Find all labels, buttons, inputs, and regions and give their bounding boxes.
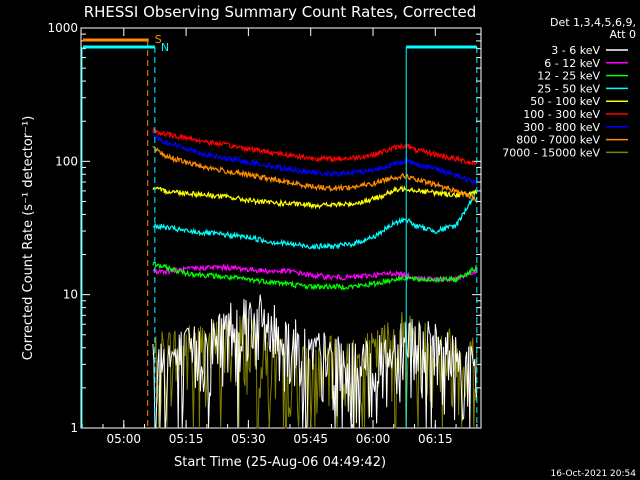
y-tick-label: 10: [63, 288, 78, 302]
legend-label: 7000 - 15000 keV: [502, 146, 600, 159]
footer-timestamp: 16-Oct-2021 20:54: [551, 469, 637, 479]
y-tick-label: 1000: [47, 21, 78, 35]
x-tick-label: 05:00: [106, 432, 141, 446]
series-line-12-25keV: [152, 261, 478, 291]
night-label: N: [161, 41, 169, 54]
legend-header-line-1: Det 1,3,4,5,6,9,: [550, 16, 636, 29]
legend-label: 25 - 50 keV: [537, 82, 600, 95]
legend-label: 300 - 800 keV: [523, 121, 600, 134]
x-axis-label: Start Time (25-Aug-06 04:49:42): [174, 455, 386, 470]
legend-header-line-2: Att 0: [610, 28, 636, 41]
plot-area: [80, 27, 482, 429]
y-axis-label: Corrected Count Rate (s⁻¹ detector⁻¹): [21, 116, 36, 361]
series-line-6-12keV: [152, 263, 478, 283]
plot-border: [80, 27, 482, 429]
x-tick-label: 05:30: [231, 432, 266, 446]
chart-title: RHESSI Observing Summary Count Rates, Co…: [84, 3, 477, 21]
series-line-25-50keV: [152, 190, 478, 251]
series-layer: [152, 127, 478, 429]
series-line-100-300keV: [152, 127, 478, 166]
y-tick-label: 1: [70, 421, 78, 435]
x-tick-label: 06:15: [418, 432, 453, 446]
y-tick-label: 100: [55, 154, 78, 168]
x-tick-label: 05:15: [169, 432, 204, 446]
series-line-300-800keV: [152, 133, 478, 187]
legend-label: 100 - 300 keV: [523, 108, 600, 121]
annotation-layer: SN: [81, 33, 478, 428]
legend-label: 50 - 100 keV: [530, 95, 600, 108]
legend-label: 12 - 25 keV: [537, 70, 600, 83]
legend-label: 6 - 12 keV: [544, 57, 600, 70]
axis-ticks: 05:00 05:15 05:30 05:45 06:00 06:15 1 10 100 1000: [47, 21, 481, 446]
saa-label: S: [155, 33, 162, 46]
series-line-3-6keV: [152, 294, 478, 429]
x-tick-label: 06:00: [356, 432, 391, 446]
series-line-50-100keV: [152, 185, 478, 210]
legend-label: 800 - 7000 keV: [516, 134, 600, 147]
x-tick-label: 05:45: [293, 432, 328, 446]
series-line-800-7000keV: [152, 145, 478, 204]
legend-label: 3 - 6 keV: [551, 44, 600, 57]
